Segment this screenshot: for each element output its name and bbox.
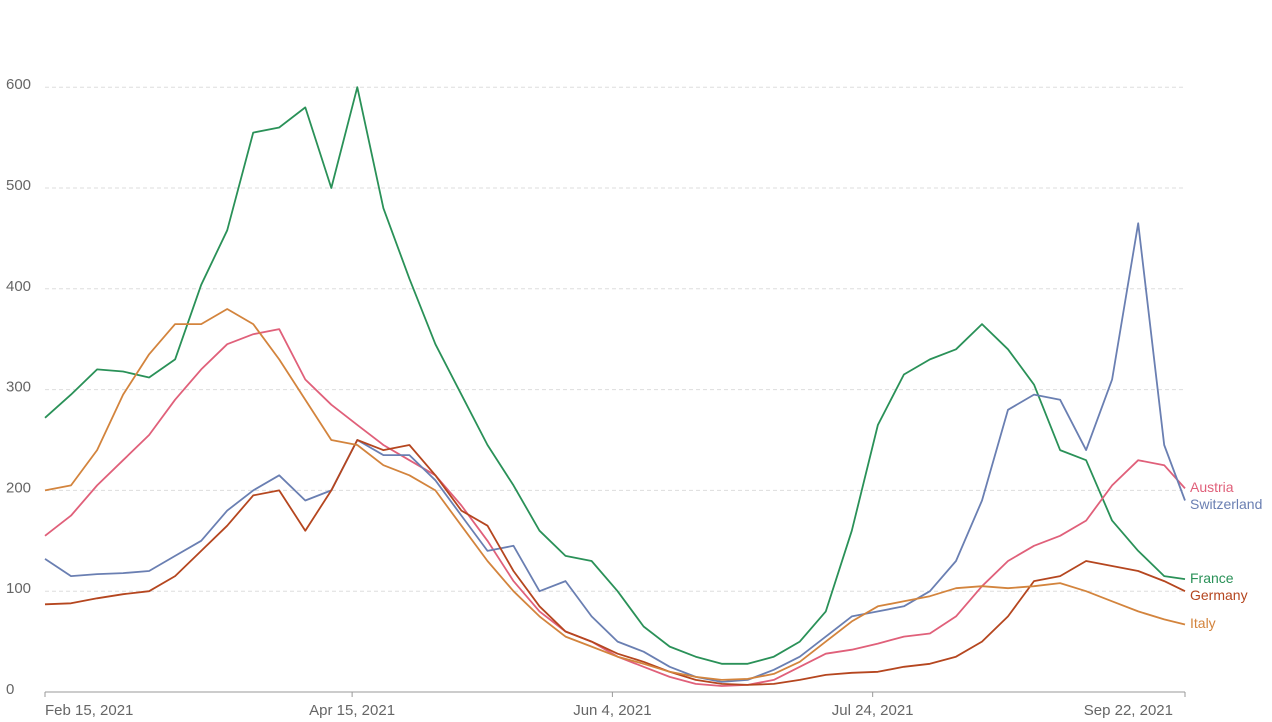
lines [44, 86, 1186, 687]
series-line [44, 222, 1186, 683]
x-tick-label: Feb 15, 2021 [45, 702, 133, 719]
series-label: Italy [1190, 615, 1216, 631]
x-tick-label: Sep 22, 2021 [1084, 702, 1173, 719]
y-tick-label: 100 [6, 580, 31, 597]
y-tick-label: 600 [6, 76, 31, 93]
series-label: Germany [1190, 587, 1248, 603]
y-tick-label: 400 [6, 278, 31, 295]
series-label: Switzerland [1190, 496, 1262, 512]
series-line [44, 86, 1186, 665]
grid [44, 86, 1186, 697]
series-line [44, 439, 1186, 686]
series-line [44, 328, 1186, 687]
series-line [44, 308, 1186, 681]
y-tick-label: 200 [6, 479, 31, 496]
x-tick-label: Jun 4, 2021 [573, 702, 651, 719]
series-label: France [1190, 570, 1234, 586]
labels: 0 100 200 300 400 500 600 Feb 15, 2021 Apr 15, 2… [6, 76, 1262, 719]
y-tick-label: 0 [6, 681, 14, 698]
series-label: Austria [1190, 479, 1234, 495]
y-tick-label: 500 [6, 177, 31, 194]
y-tick-label: 300 [6, 379, 31, 396]
x-tick-label: Apr 15, 2021 [309, 702, 395, 719]
x-tick-label: Jul 24, 2021 [832, 702, 914, 719]
